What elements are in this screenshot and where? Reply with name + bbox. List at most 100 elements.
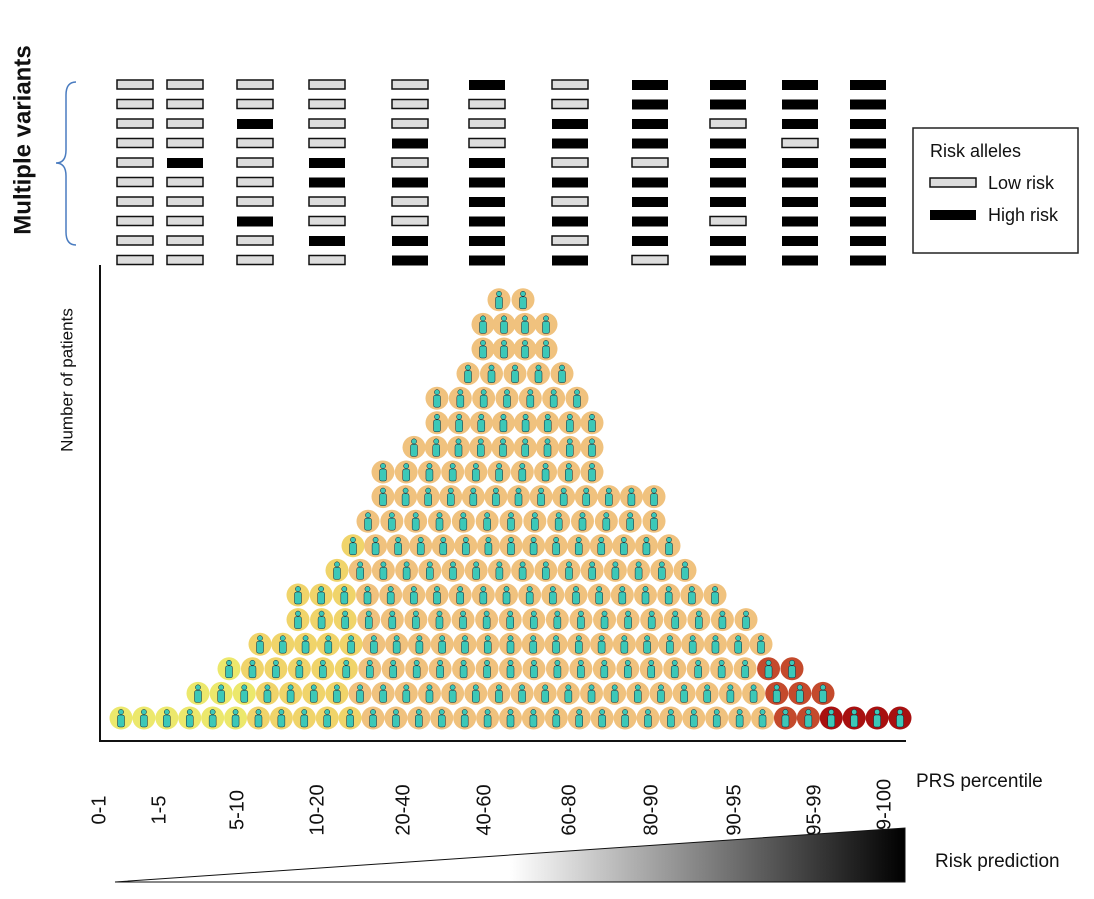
patient-head: [829, 709, 834, 714]
patient-head: [531, 709, 536, 714]
patient-body: [296, 666, 303, 678]
patient-body: [472, 690, 479, 702]
patient-body: [605, 494, 612, 506]
high-risk-allele: [552, 217, 588, 227]
patient-head: [556, 513, 561, 518]
patient-body: [507, 715, 514, 727]
patient-head: [118, 709, 123, 714]
patient-head: [508, 611, 513, 616]
patient-body: [643, 543, 650, 555]
patient-body: [689, 641, 696, 653]
patient-body: [750, 690, 757, 702]
patient-body: [690, 715, 697, 727]
patient-head: [719, 660, 724, 665]
patient-head: [690, 636, 695, 641]
patient-body: [713, 715, 720, 727]
patient-head: [714, 709, 719, 714]
patient-body: [426, 567, 433, 579]
patient-body: [457, 395, 464, 407]
patient-body: [589, 420, 596, 432]
patient-body: [601, 617, 608, 629]
patient-head: [418, 537, 423, 542]
patient-body: [380, 567, 387, 579]
low-risk-allele: [309, 80, 345, 89]
patient-body: [735, 641, 742, 653]
low-risk-allele: [552, 100, 588, 109]
patient-head: [712, 586, 717, 591]
patient-body: [622, 715, 629, 727]
patient-head: [426, 488, 431, 493]
high-risk-allele: [850, 178, 886, 188]
patient-body: [828, 715, 835, 727]
patient-head: [606, 488, 611, 493]
patient-body: [484, 666, 491, 678]
patient-head: [589, 685, 594, 690]
patient-head: [554, 709, 559, 714]
patient-body: [648, 666, 655, 678]
patient-body: [508, 518, 515, 530]
patient-body: [380, 469, 387, 481]
patient-head: [520, 291, 525, 296]
patient-body: [530, 617, 537, 629]
patient-body: [434, 420, 441, 432]
patient-body: [462, 543, 469, 555]
patient-body: [496, 567, 503, 579]
patient-head: [219, 685, 224, 690]
patient-head: [621, 537, 626, 542]
patient-body: [573, 592, 580, 604]
high-risk-allele: [782, 256, 818, 266]
patient-body: [412, 617, 419, 629]
patient-body: [341, 592, 348, 604]
patient-body: [688, 592, 695, 604]
low-risk-allele: [632, 158, 668, 167]
patient-body: [522, 346, 529, 358]
patient-head: [371, 636, 376, 641]
patient-body: [773, 690, 780, 702]
high-risk-allele: [392, 236, 428, 246]
low-risk-allele: [167, 236, 203, 245]
patient-head: [604, 513, 609, 518]
patient-head: [473, 685, 478, 690]
x-label: PRS percentile: [916, 771, 1043, 792]
high-risk-allele: [632, 178, 668, 188]
patient-head: [743, 611, 748, 616]
patient-body: [436, 617, 443, 629]
patient-head: [543, 340, 548, 345]
patient-head: [501, 340, 506, 345]
patient-head: [691, 709, 696, 714]
patient-body: [484, 641, 491, 653]
patient-head: [479, 414, 484, 419]
patient-body: [549, 592, 556, 604]
patient-head: [645, 709, 650, 714]
patient-body: [455, 444, 462, 456]
patient-body: [627, 518, 634, 530]
patient-head: [520, 463, 525, 468]
patient-body: [461, 715, 468, 727]
patient-body: [542, 469, 549, 481]
high-risk-allele: [632, 236, 668, 246]
patient-head: [897, 709, 902, 714]
patient-body: [470, 494, 477, 506]
patient-head: [365, 586, 370, 591]
patient-head: [576, 537, 581, 542]
low-risk-allele: [309, 197, 345, 206]
patient-body: [642, 592, 649, 604]
patient-body: [195, 690, 202, 702]
patient-head: [496, 685, 501, 690]
patient-head: [720, 611, 725, 616]
patient-head: [465, 365, 470, 370]
patient-body: [480, 321, 487, 333]
low-risk-allele: [237, 158, 273, 167]
patient-head: [439, 709, 444, 714]
high-risk-allele: [782, 119, 818, 129]
low-risk-allele: [167, 119, 203, 128]
patient-head: [233, 709, 238, 714]
patient-body: [512, 371, 519, 383]
patient-body: [365, 617, 372, 629]
patient-body: [651, 494, 658, 506]
patient-head: [797, 685, 802, 690]
patient-head: [737, 709, 742, 714]
patient-head: [742, 660, 747, 665]
patient-head: [393, 709, 398, 714]
patient-body: [508, 543, 515, 555]
